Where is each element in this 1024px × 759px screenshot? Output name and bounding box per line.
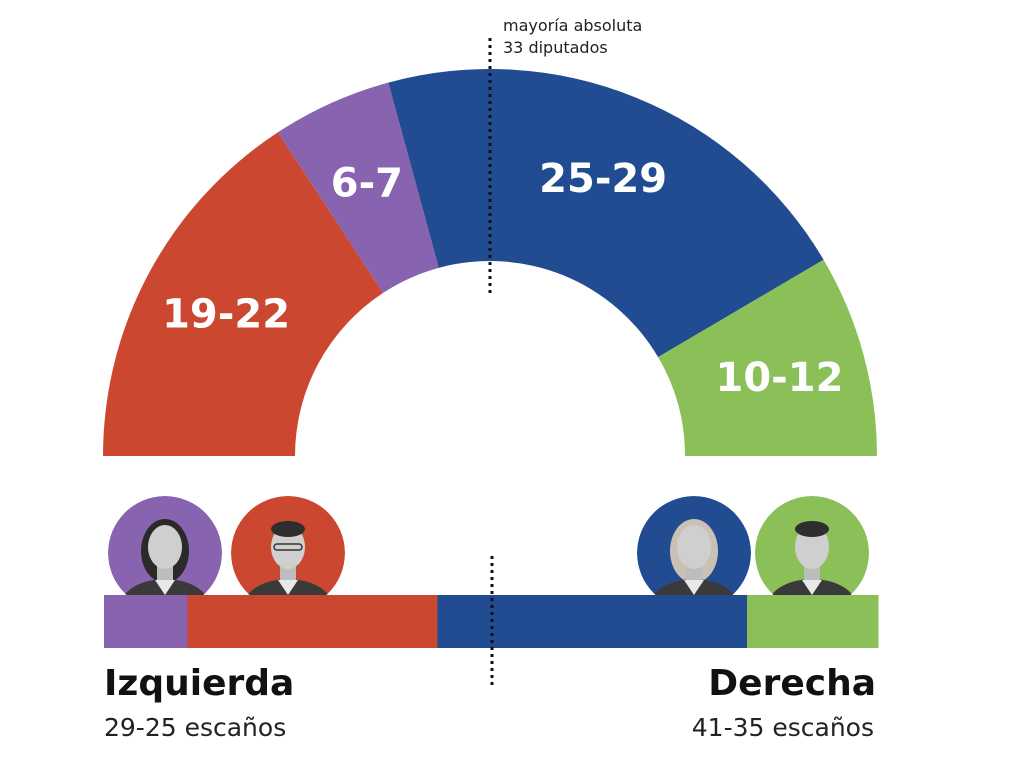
bloc-bar	[104, 595, 879, 648]
majority-label-line1: mayoría absoluta	[503, 16, 642, 35]
hemicycle-labels: 19-22 6-7 25-29 10-12	[162, 156, 843, 401]
bar-segment-0	[104, 595, 188, 648]
bar-segment-1	[187, 595, 438, 648]
bar-segment-2	[437, 595, 748, 648]
majority-label-line2: 33 diputados	[503, 38, 608, 57]
segment-label-1: 6-7	[331, 160, 403, 206]
hemicycle-segment-3	[658, 259, 877, 456]
segment-label-0: 19-22	[162, 291, 290, 337]
segment-label-2: 25-29	[539, 156, 667, 202]
left-bloc-seats: 29-25 escaños	[104, 713, 286, 742]
right-bloc-seats: 41-35 escaños	[692, 713, 874, 742]
right-bloc-title: Derecha	[708, 663, 876, 704]
hemicycle-arcs	[103, 68, 877, 456]
bar-segment-3	[747, 595, 879, 648]
hemicycle-segment-1	[277, 82, 439, 293]
segment-label-3: 10-12	[715, 355, 843, 401]
hemicycle-segment-0	[103, 132, 384, 456]
left-bloc-title: Izquierda	[104, 663, 294, 704]
hemicycle-segment-2	[388, 68, 824, 358]
